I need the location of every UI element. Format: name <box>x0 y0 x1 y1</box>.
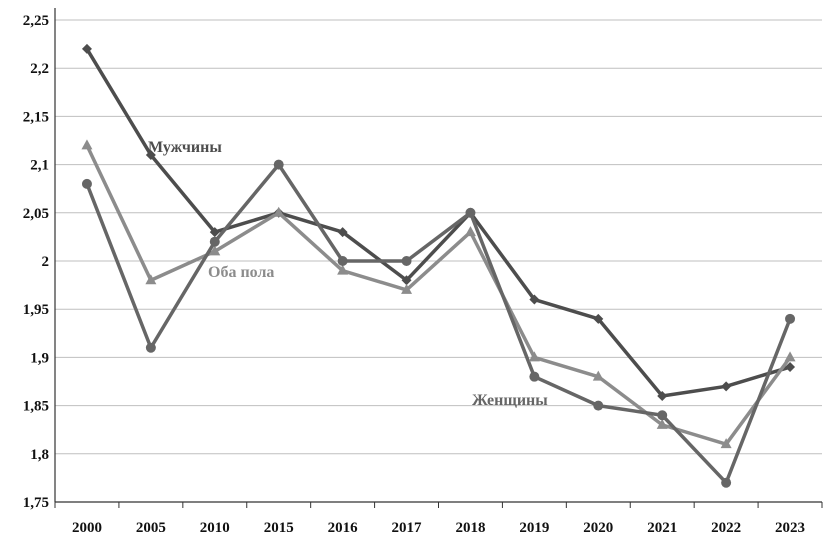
marker-men-2023 <box>785 362 796 373</box>
series-line-women <box>85 162 792 485</box>
x-tick-label-2005: 2005 <box>136 520 166 536</box>
marker-men-2010 <box>209 227 220 238</box>
y-tick-label-3: 1,9 <box>30 350 49 366</box>
y-tick-label-7: 2,1 <box>30 158 49 174</box>
marker-men-2017 <box>401 275 412 286</box>
marker-men-2016 <box>337 227 348 238</box>
marker-both-2015 <box>273 206 285 217</box>
y-tick-label-9: 2,2 <box>30 61 49 77</box>
marker-men-2005 <box>145 149 156 160</box>
x-axis-ticks: 2000 2005 2010 2015 2016 2017 2018 2019 2020 2021… <box>54 502 823 536</box>
marker-men-2019 <box>529 294 540 305</box>
x-tick-label-2015: 2015 <box>264 520 294 536</box>
marker-women-2000 <box>81 178 92 189</box>
marker-both-2005 <box>145 274 157 285</box>
series-markers <box>81 43 796 488</box>
marker-men-2022 <box>721 381 732 392</box>
x-tick-label-2016: 2016 <box>328 520 359 536</box>
marker-both-2022 <box>720 438 732 449</box>
y-tick-label-0: 1,75 <box>23 495 49 511</box>
marker-men-2020 <box>593 313 604 324</box>
y-tick-label-1: 1,8 <box>30 447 49 463</box>
x-tick-label-2022: 2022 <box>711 520 741 536</box>
marker-both-2020 <box>592 370 604 381</box>
marker-both-2019 <box>528 351 540 362</box>
marker-women-2020 <box>593 400 604 411</box>
y-tick-label-2: 1,85 <box>23 399 49 415</box>
marker-women-2022 <box>721 477 732 488</box>
marker-men-2000 <box>81 43 92 54</box>
x-tick-label-2021: 2021 <box>647 520 677 536</box>
x-tick-label-2010: 2010 <box>200 520 230 536</box>
series-label-both: Оба пола <box>208 264 274 281</box>
marker-women-2005 <box>145 342 156 353</box>
marker-women-2019 <box>529 371 540 382</box>
x-tick-label-2019: 2019 <box>519 520 549 536</box>
marker-women-2016 <box>337 256 348 266</box>
marker-both-2000 <box>81 139 93 150</box>
y-tick-label-4: 1,95 <box>23 302 49 318</box>
x-tick-label-2017: 2017 <box>392 520 423 536</box>
y-tick-label-5: 2 <box>42 254 50 270</box>
marker-women-2018 <box>465 207 476 218</box>
x-tick-label-2023: 2023 <box>775 520 805 536</box>
y-tick-label-10: 2,25 <box>23 13 49 29</box>
marker-both-2021 <box>656 418 668 429</box>
marker-women-2010 <box>209 236 220 247</box>
x-tick-label-2000: 2000 <box>72 520 102 536</box>
x-tick-label-2018: 2018 <box>455 520 485 536</box>
marker-both-2010 <box>209 245 221 256</box>
series-lines <box>85 48 792 485</box>
series-label-women: Женщины <box>472 392 548 409</box>
axes <box>54 8 822 503</box>
marker-women-2021 <box>657 410 668 421</box>
series-line-men <box>85 48 791 398</box>
y-tick-label-6: 2,05 <box>23 206 49 222</box>
marker-women-2017 <box>401 256 412 266</box>
x-tick-label-2020: 2020 <box>583 520 613 536</box>
marker-women-2015 <box>273 159 284 170</box>
y-tick-label-8: 2,15 <box>23 109 49 125</box>
marker-women-2023 <box>785 313 796 324</box>
marker-both-2023 <box>784 351 796 362</box>
y-axis-ticks: 1,75 1,8 1,85 1,9 1,95 2 2,05 2,1 2,15 2,2 2,25 <box>23 13 49 511</box>
marker-men-2021 <box>657 390 668 401</box>
series-line-both <box>85 144 792 446</box>
series-label-men: Мужчины <box>148 139 222 156</box>
marker-both-2018 <box>464 226 476 237</box>
marker-both-2017 <box>401 283 413 294</box>
marker-both-2016 <box>337 264 349 275</box>
